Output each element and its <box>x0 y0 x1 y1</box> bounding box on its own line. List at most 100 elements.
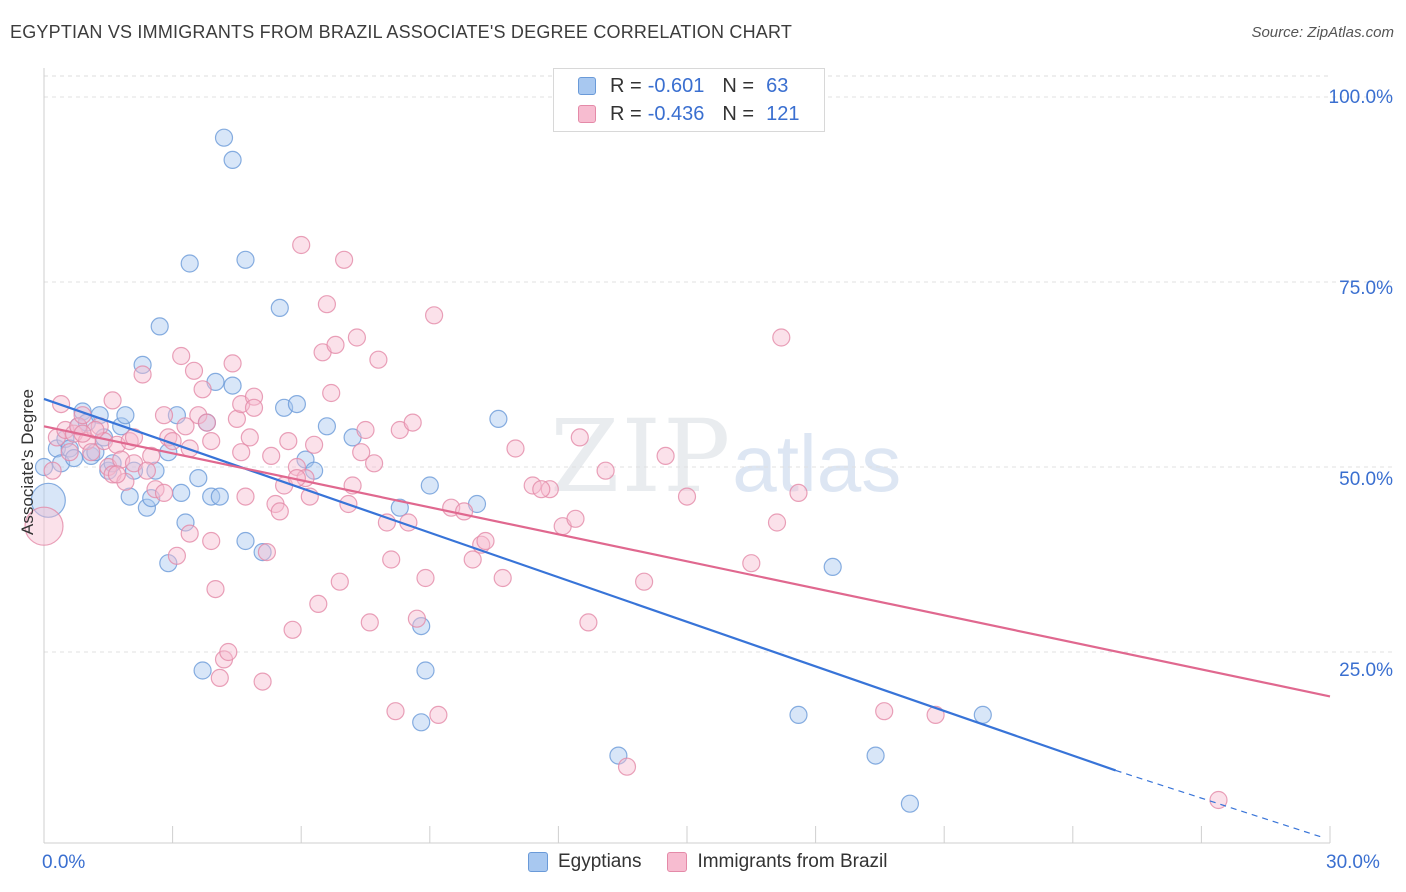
brazil-point <box>244 398 264 417</box>
brazil-point <box>476 531 495 551</box>
legend-swatch-brazil <box>578 105 596 123</box>
brazil-point <box>742 554 761 573</box>
egyptians-point <box>236 531 255 551</box>
egyptians-point <box>30 482 66 518</box>
egyptians-point <box>214 128 234 147</box>
brazil-point <box>493 568 512 588</box>
legend-swatch-egyptians <box>578 77 596 95</box>
brazil-point <box>202 531 221 551</box>
brazil-point <box>154 483 174 502</box>
brazil-point <box>253 672 272 691</box>
brazil-point <box>677 487 697 506</box>
egyptians-point <box>420 476 439 495</box>
legend-label-egyptians: Egyptians <box>558 851 642 872</box>
egyptians-point <box>973 705 992 725</box>
brazil-point <box>634 572 654 591</box>
egyptians-point <box>189 469 208 488</box>
brazil-point <box>1209 790 1228 810</box>
brazil-point <box>566 509 585 528</box>
egyptians-point <box>270 298 289 317</box>
egyptians-point <box>120 487 139 506</box>
watermark: ZIPatlas <box>550 398 901 515</box>
legend-r-label: R = <box>610 102 642 125</box>
brazil-point <box>330 572 349 591</box>
brazil-point <box>270 502 289 521</box>
brazil-point <box>82 443 101 462</box>
legend-r-value: -0.601 <box>647 74 705 97</box>
brazil-point <box>425 306 444 325</box>
brazil-point <box>223 354 242 373</box>
legend-r-label: R = <box>610 74 642 97</box>
brazil-trend-line <box>43 425 1331 698</box>
brazil-point <box>292 235 311 255</box>
brazil-point <box>656 446 675 465</box>
y-tick-label-75: 75.0% <box>1339 278 1393 299</box>
egyptians-point <box>137 498 156 517</box>
brazil-point <box>772 328 791 347</box>
brazil-point <box>107 465 127 484</box>
egyptians-point <box>489 409 508 428</box>
brazil-point <box>167 546 186 565</box>
legend-n-value: 121 <box>766 102 800 125</box>
brazil-point <box>236 487 255 506</box>
brazil-point <box>369 350 388 369</box>
legend-item-brazil[interactable]: Immigrants from Brazil <box>667 851 887 873</box>
legend-item-egyptians[interactable]: Egyptians <box>528 851 641 873</box>
brazil-point <box>197 413 216 432</box>
egyptians-point <box>116 406 135 425</box>
brazil-point <box>240 428 259 447</box>
brazil-point <box>335 250 354 269</box>
legend-r-value: -0.436 <box>647 102 705 125</box>
egyptians-point <box>789 705 808 725</box>
egyptians-point <box>193 661 212 680</box>
egyptians-point <box>176 513 195 532</box>
egyptians-point <box>900 794 920 813</box>
brazil-point <box>180 524 199 543</box>
brazil-point <box>403 413 422 432</box>
egyptians-trend-extension <box>1115 769 1322 838</box>
brazil-point <box>532 480 551 499</box>
brazil-point <box>926 705 945 725</box>
brazil-point <box>789 483 808 502</box>
egyptians-point <box>866 746 885 765</box>
legend-n-label: N = <box>722 102 755 125</box>
brazil-point <box>326 335 345 354</box>
brazil-point <box>283 620 302 639</box>
series-legend: Egyptians Immigrants from Brazil <box>528 851 913 873</box>
brazil-point <box>184 361 204 380</box>
brazil-point <box>382 550 401 569</box>
brazil-point <box>416 568 435 588</box>
brazil-point <box>219 642 238 662</box>
brazil-point <box>232 443 251 462</box>
brazil-point <box>305 435 324 454</box>
brazil-point <box>154 406 174 425</box>
y-tick-label-25: 25.0% <box>1339 660 1393 681</box>
brazil-point <box>360 613 379 632</box>
brazil-point <box>429 705 448 725</box>
brazil-point <box>60 443 79 462</box>
legend-swatch-brazil <box>667 852 688 872</box>
egyptians-point <box>416 661 435 680</box>
legend-swatch-egyptians <box>528 852 548 872</box>
egyptians-point <box>317 417 336 436</box>
chart-title: EGYPTIAN VS IMMIGRANTS FROM BRAZIL ASSOC… <box>10 22 793 42</box>
egyptians-point <box>287 395 306 414</box>
brazil-point <box>570 428 589 447</box>
brazil-point <box>506 439 525 458</box>
legend-n-value: 63 <box>766 74 789 97</box>
brazil-point <box>133 365 152 384</box>
egyptians-point <box>172 483 191 502</box>
chart-source: Source: ZipAtlas.com <box>1251 24 1394 41</box>
brazil-point <box>317 295 336 314</box>
brazil-point <box>617 757 637 776</box>
brazil-point <box>322 383 341 403</box>
stats-legend: R = -0.601 N = 63 R = -0.436 N = 121 <box>553 68 825 132</box>
brazil-point <box>142 446 161 465</box>
brazil-point <box>463 550 482 569</box>
y-axis-label: Associate's Degree <box>18 389 37 535</box>
brazil-point <box>347 328 366 347</box>
brazil-point <box>875 702 894 721</box>
egyptians-point <box>150 317 169 336</box>
egyptians-point <box>223 150 242 169</box>
